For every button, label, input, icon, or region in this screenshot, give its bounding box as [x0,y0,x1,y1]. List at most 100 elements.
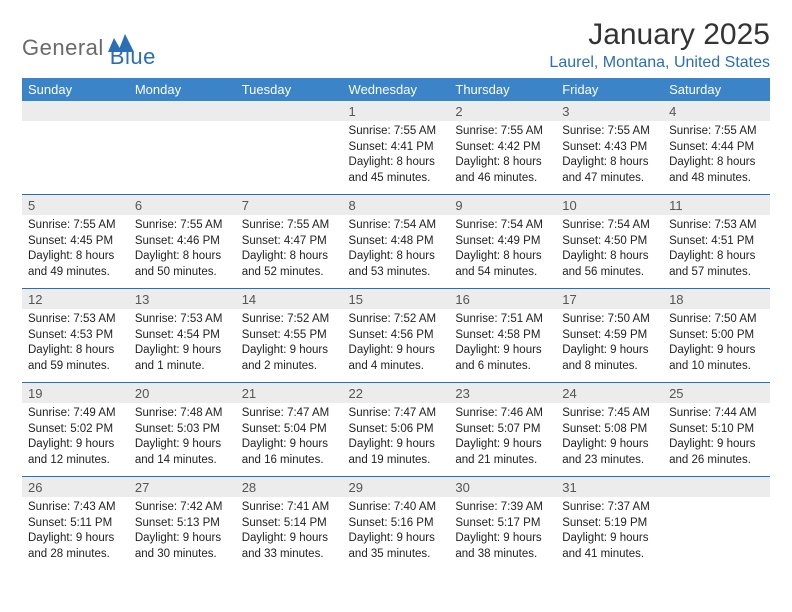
calendar-header-row: SundayMondayTuesdayWednesdayThursdayFrid… [22,78,770,101]
dayname-header: Tuesday [236,78,343,101]
week-detail-row: Sunrise: 7:55 AMSunset: 4:41 PMDaylight:… [22,121,770,195]
sunset-line: Sunset: 4:48 PM [349,234,444,250]
empty-day-detail [129,121,236,195]
sunset-line: Sunset: 5:03 PM [135,422,230,438]
daylight-line: Daylight: 9 hours and 28 minutes. [28,531,123,562]
dayname-header: Monday [129,78,236,101]
calendar-table: SundayMondayTuesdayWednesdayThursdayFrid… [22,78,770,570]
day-detail-cell: Sunrise: 7:55 AMSunset: 4:46 PMDaylight:… [129,215,236,289]
sunrise-line: Sunrise: 7:54 AM [455,218,550,234]
daylight-line: Daylight: 9 hours and 10 minutes. [669,343,764,374]
sunset-line: Sunset: 5:10 PM [669,422,764,438]
sunrise-line: Sunrise: 7:47 AM [242,406,337,422]
daylight-line: Daylight: 9 hours and 19 minutes. [349,437,444,468]
day-detail-cell: Sunrise: 7:54 AMSunset: 4:49 PMDaylight:… [449,215,556,289]
day-number-cell: 26 [22,477,129,498]
day-detail-cell: Sunrise: 7:51 AMSunset: 4:58 PMDaylight:… [449,309,556,383]
sunset-line: Sunset: 4:56 PM [349,328,444,344]
daylight-line: Daylight: 9 hours and 30 minutes. [135,531,230,562]
sunrise-line: Sunrise: 7:55 AM [242,218,337,234]
day-detail-cell: Sunrise: 7:55 AMSunset: 4:42 PMDaylight:… [449,121,556,195]
daylight-line: Daylight: 8 hours and 46 minutes. [455,155,550,186]
day-detail-cell: Sunrise: 7:45 AMSunset: 5:08 PMDaylight:… [556,403,663,477]
daylight-line: Daylight: 9 hours and 41 minutes. [562,531,657,562]
sunset-line: Sunset: 5:19 PM [562,516,657,532]
sunset-line: Sunset: 4:54 PM [135,328,230,344]
day-detail-cell: Sunrise: 7:52 AMSunset: 4:56 PMDaylight:… [343,309,450,383]
daylight-line: Daylight: 8 hours and 56 minutes. [562,249,657,280]
day-number-cell: 31 [556,477,663,498]
daylight-line: Daylight: 8 hours and 50 minutes. [135,249,230,280]
sunset-line: Sunset: 5:06 PM [349,422,444,438]
sunset-line: Sunset: 5:14 PM [242,516,337,532]
daylight-line: Daylight: 9 hours and 35 minutes. [349,531,444,562]
sunrise-line: Sunrise: 7:53 AM [28,312,123,328]
daylight-line: Daylight: 8 hours and 53 minutes. [349,249,444,280]
day-number-cell: 30 [449,477,556,498]
day-number-cell: 6 [129,195,236,216]
dayname-header: Thursday [449,78,556,101]
day-detail-cell: Sunrise: 7:40 AMSunset: 5:16 PMDaylight:… [343,497,450,570]
day-number-cell: 15 [343,289,450,310]
week-number-row: 12131415161718 [22,289,770,310]
sunset-line: Sunset: 5:00 PM [669,328,764,344]
daylight-line: Daylight: 8 hours and 49 minutes. [28,249,123,280]
dayname-header: Friday [556,78,663,101]
location-subtitle: Laurel, Montana, United States [549,54,770,72]
sunrise-line: Sunrise: 7:40 AM [349,500,444,516]
day-detail-cell: Sunrise: 7:41 AMSunset: 5:14 PMDaylight:… [236,497,343,570]
brand-logo: General Blue [22,26,156,70]
sunset-line: Sunset: 5:17 PM [455,516,550,532]
daylight-line: Daylight: 8 hours and 59 minutes. [28,343,123,374]
daylight-line: Daylight: 9 hours and 26 minutes. [669,437,764,468]
day-detail-cell: Sunrise: 7:50 AMSunset: 5:00 PMDaylight:… [663,309,770,383]
day-detail-cell: Sunrise: 7:49 AMSunset: 5:02 PMDaylight:… [22,403,129,477]
brand-word-1: General [22,35,104,61]
day-number-cell: 9 [449,195,556,216]
sunset-line: Sunset: 4:58 PM [455,328,550,344]
sunset-line: Sunset: 5:08 PM [562,422,657,438]
empty-day-detail [663,497,770,570]
daylight-line: Daylight: 9 hours and 33 minutes. [242,531,337,562]
day-number-cell: 28 [236,477,343,498]
day-detail-cell: Sunrise: 7:55 AMSunset: 4:45 PMDaylight:… [22,215,129,289]
sunset-line: Sunset: 4:49 PM [455,234,550,250]
daylight-line: Daylight: 8 hours and 54 minutes. [455,249,550,280]
day-detail-cell: Sunrise: 7:53 AMSunset: 4:53 PMDaylight:… [22,309,129,383]
daylight-line: Daylight: 9 hours and 6 minutes. [455,343,550,374]
sunset-line: Sunset: 4:43 PM [562,140,657,156]
sunrise-line: Sunrise: 7:37 AM [562,500,657,516]
sunset-line: Sunset: 4:42 PM [455,140,550,156]
sunset-line: Sunset: 4:47 PM [242,234,337,250]
empty-day-number [663,477,770,498]
daylight-line: Daylight: 9 hours and 1 minute. [135,343,230,374]
sunrise-line: Sunrise: 7:53 AM [135,312,230,328]
day-detail-cell: Sunrise: 7:39 AMSunset: 5:17 PMDaylight:… [449,497,556,570]
day-number-cell: 19 [22,383,129,404]
day-number-cell: 14 [236,289,343,310]
sunset-line: Sunset: 5:11 PM [28,516,123,532]
sunrise-line: Sunrise: 7:55 AM [455,124,550,140]
sunset-line: Sunset: 4:41 PM [349,140,444,156]
day-number-cell: 27 [129,477,236,498]
day-detail-cell: Sunrise: 7:48 AMSunset: 5:03 PMDaylight:… [129,403,236,477]
sunrise-line: Sunrise: 7:55 AM [28,218,123,234]
day-number-cell: 13 [129,289,236,310]
sunrise-line: Sunrise: 7:49 AM [28,406,123,422]
sunset-line: Sunset: 4:55 PM [242,328,337,344]
day-number-cell: 8 [343,195,450,216]
sunrise-line: Sunrise: 7:42 AM [135,500,230,516]
daylight-line: Daylight: 8 hours and 45 minutes. [349,155,444,186]
sunset-line: Sunset: 5:04 PM [242,422,337,438]
daylight-line: Daylight: 9 hours and 23 minutes. [562,437,657,468]
sunset-line: Sunset: 4:53 PM [28,328,123,344]
sunrise-line: Sunrise: 7:54 AM [562,218,657,234]
week-detail-row: Sunrise: 7:55 AMSunset: 4:45 PMDaylight:… [22,215,770,289]
day-number-cell: 11 [663,195,770,216]
header-bar: General Blue January 2025 Laurel, Montan… [22,18,770,72]
day-number-cell: 5 [22,195,129,216]
week-detail-row: Sunrise: 7:43 AMSunset: 5:11 PMDaylight:… [22,497,770,570]
day-detail-cell: Sunrise: 7:55 AMSunset: 4:43 PMDaylight:… [556,121,663,195]
day-number-cell: 10 [556,195,663,216]
day-number-cell: 7 [236,195,343,216]
